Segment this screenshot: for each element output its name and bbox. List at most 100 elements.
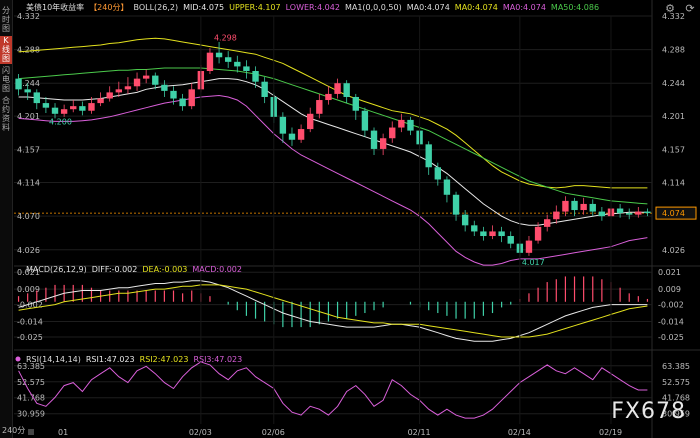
candle-body [188,89,195,107]
macd-legend: MACD(26,12,9) [26,265,87,274]
price-tick-right: 4.332 [662,12,685,21]
macd-tick-right: 0.021 [658,268,681,277]
macd-tick-left: 0.021 [17,268,40,277]
macd-dea-line [18,284,648,338]
candle-body [434,167,442,180]
candle-body [553,211,560,220]
indicator-legend: LOWER:4.042 [286,3,340,12]
candle-body [124,86,132,90]
macd-tick-left: -0.014 [17,317,43,326]
indicator-legend: MA1(0,0,0,50) [345,3,402,12]
price-tick-left: 4.157 [17,146,40,155]
candle-body [288,133,296,140]
price-tick-right: 4.201 [662,112,685,121]
candle-body [626,213,633,215]
candle-body [370,130,378,149]
current-price-tag [655,206,697,220]
candle-body [644,211,651,214]
candle-body [79,106,86,111]
candle-body [352,96,359,111]
candle-body [543,219,551,227]
rsi-legend: RSI3:47.023 [193,355,242,364]
candle-body [215,52,223,58]
indicator-legend: 美债10年收益率 [26,2,84,12]
price-tick-right: 4.026 [662,246,685,255]
candle-body [443,179,451,195]
price-tick-left: 4.026 [17,246,40,255]
candle-body [15,78,22,90]
candle-body [562,200,569,212]
candle-body [461,214,469,226]
macd-tick-right: -0.002 [658,301,684,310]
candle-body [51,107,59,114]
candle-body [498,231,505,237]
candle-body [97,98,104,104]
tab-time-sharing[interactable]: 分时图 [2,6,10,33]
macd-tick-right: -0.025 [658,333,684,342]
candle-body [224,57,232,62]
price-tick-left: 4.332 [17,12,40,21]
candle-body [179,98,186,107]
price-tick-left: 4.114 [17,179,40,188]
ma50-line [18,67,648,205]
tab-lightning[interactable]: 闪电图 [2,66,10,93]
candle-body [152,75,159,85]
rsi-legend: RSI2:47.023 [140,355,189,364]
indicator-legend: MA50:4.086 [551,3,599,12]
candle-body [407,119,414,131]
macd-legend: DEA:-0.003 [142,265,187,274]
indicator-legend: UPPER:4.107 [229,3,280,12]
macd-tick-left: 0.009 [17,285,40,294]
candle-body [589,203,596,212]
indicator-legend: BOLL(26,2) [133,3,178,12]
candle-body [580,203,587,211]
candle-body [379,138,387,149]
interval-toggle[interactable] [28,429,34,435]
rsi-legend: RSI(14,14,14) [26,355,81,364]
candle-body [133,78,141,87]
tab-kline[interactable]: K线图 [0,36,12,64]
macd-tick-right: 0.009 [658,285,681,294]
refresh-icon[interactable]: ⟳ [685,2,695,15]
price-tick-left: 4.201 [17,112,40,121]
rsi-tick-right: 30.959 [662,410,690,419]
candle-body [170,90,177,99]
candle-body [161,84,168,91]
candle-body [534,226,542,241]
candle-body [106,92,113,99]
low-annotation: 4.017 [522,258,545,267]
watermark-logo: FX678 [611,399,686,424]
rsi-tick-left: 63.385 [17,362,45,371]
candle-body [471,225,478,232]
candle-body [252,71,259,82]
rsi-dot-icon [15,356,21,362]
macd-tick-right: -0.014 [658,317,684,326]
rsi-tick-left: 52.575 [17,378,45,387]
candle-body [261,81,268,97]
candle-body [343,83,350,97]
price-tick-right: 4.157 [662,146,685,155]
candle-body [398,119,405,128]
macd-tick-left: -0.025 [17,333,43,342]
low-annotation: 4.200 [49,117,72,126]
price-tick-right: 4.244 [662,79,685,88]
price-tick-left: 4.288 [17,46,40,55]
candle-body [389,127,396,139]
candle-body [361,110,369,131]
candle-body [206,52,214,72]
gear-icon[interactable]: ⚙ [665,2,675,15]
rsi-legend: RSI1:47.023 [86,355,135,364]
candle-body [234,61,241,67]
candle-body [507,236,514,244]
candle-body [88,103,95,111]
candle-body [635,211,642,215]
tab-contract-info[interactable]: 合约资料 [2,96,10,132]
candle-body [525,240,533,253]
boll-mid-line [18,78,648,226]
indicator-legend: MID:4.075 [183,3,224,12]
macd-legend: DIFF:-0.002 [92,265,138,274]
current-price-value: 4.074 [662,209,685,218]
macd-diff-line [18,280,648,342]
candle-body [33,92,40,104]
interval-label: 240分 [2,426,26,435]
